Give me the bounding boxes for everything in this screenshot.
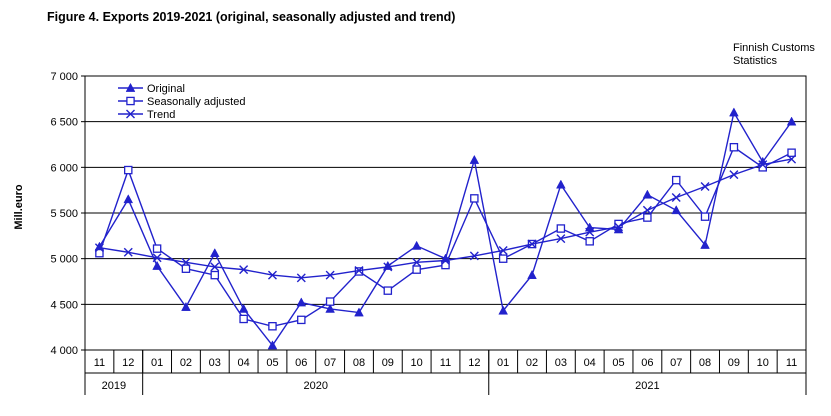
month-label: 10 [757, 357, 769, 369]
month-label: 12 [122, 357, 134, 369]
month-label: 11 [440, 357, 451, 369]
y-tick-label: 6 000 [50, 162, 78, 174]
month-label: 05 [266, 357, 278, 369]
month-label: 01 [497, 357, 509, 369]
year-label: 2021 [635, 380, 659, 392]
month-label: 06 [295, 357, 307, 369]
month-label: 08 [699, 357, 711, 369]
y-tick-label: 5 000 [50, 254, 78, 266]
source-line-2: Statistics [733, 54, 778, 67]
month-label: 03 [555, 357, 567, 369]
figure-title: Figure 4. Exports 2019-2021 (original, s… [47, 10, 456, 24]
y-tick-label: 4 000 [50, 345, 78, 357]
month-label: 07 [670, 357, 682, 369]
month-label: 10 [411, 357, 423, 369]
legend-label: Trend [147, 109, 175, 121]
month-label: 05 [612, 357, 624, 369]
month-label: 11 [786, 357, 797, 369]
month-label: 09 [382, 357, 394, 369]
month-label: 07 [324, 357, 336, 369]
month-label: 03 [209, 357, 221, 369]
month-label: 02 [180, 357, 192, 369]
year-label: 2020 [303, 380, 327, 392]
month-label: 02 [526, 357, 538, 369]
y-axis: 7 000 6 500 6 000 5 500 5 000 4 500 4 000 [50, 71, 85, 357]
month-label: 06 [641, 357, 653, 369]
gridlines [85, 121, 806, 305]
y-tick-label: 6 500 [50, 117, 78, 129]
legend-label: Original [147, 83, 185, 95]
y-tick-label: 5 500 [50, 208, 78, 220]
source-attribution: Finnish Customs Statistics [733, 42, 815, 68]
series-trend [94, 154, 797, 283]
month-label: 01 [151, 357, 163, 369]
y-tick-label: 7 000 [50, 71, 78, 83]
year-label: 2019 [102, 380, 126, 392]
month-label: 11 [94, 357, 105, 369]
month-label: 12 [468, 357, 480, 369]
x-axis: 11 12 01 02 03 04 05 06 07 08 09 10 11 12 01 02 03 04 05 06… [84, 350, 807, 395]
series-seasonally-adjusted [95, 142, 796, 331]
y-tick-label: 4 500 [50, 299, 78, 311]
legend-label: Seasonally adjusted [147, 96, 245, 108]
month-label: 04 [237, 357, 249, 369]
series-original [94, 107, 797, 350]
month-label: 08 [353, 357, 365, 369]
y-axis-title: Mill.euro [13, 184, 25, 230]
month-label: 04 [584, 357, 596, 369]
source-line-1: Finnish Customs [733, 42, 815, 54]
month-label: 09 [728, 357, 740, 369]
